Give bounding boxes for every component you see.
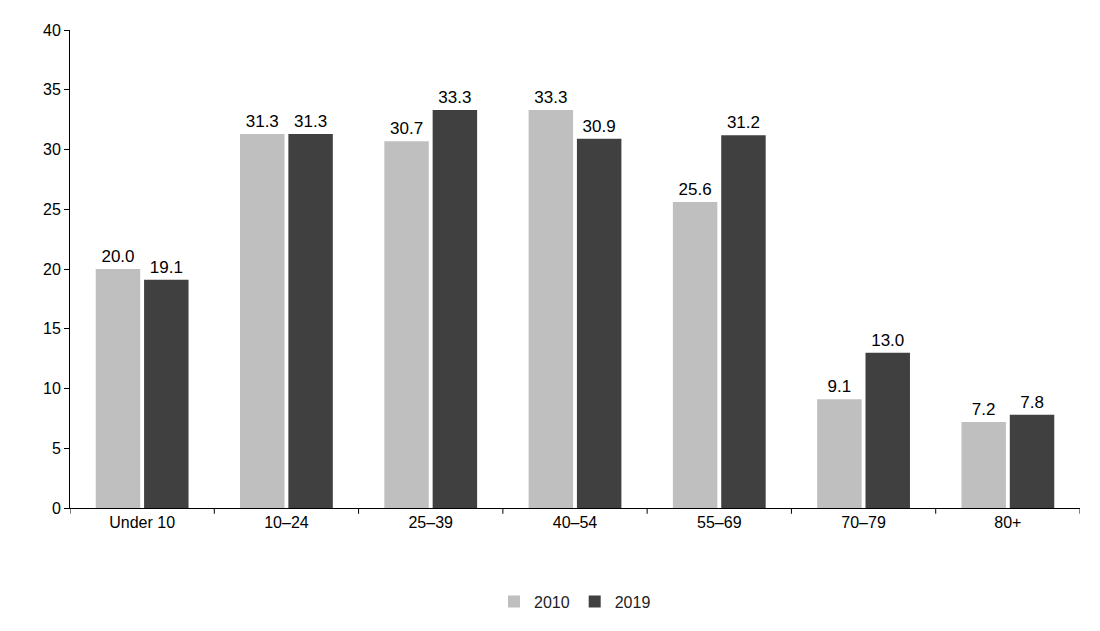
svg-text:25: 25 (43, 201, 61, 218)
svg-text:15: 15 (43, 320, 61, 337)
svg-text:31.3: 31.3 (294, 112, 327, 131)
svg-text:31.3: 31.3 (246, 112, 279, 131)
svg-text:10: 10 (43, 380, 61, 397)
svg-text:70–79: 70–79 (841, 514, 886, 531)
svg-text:9.1: 9.1 (828, 377, 852, 396)
svg-text:10–24: 10–24 (264, 514, 309, 531)
svg-text:5: 5 (52, 440, 61, 457)
svg-text:13.0: 13.0 (871, 331, 904, 350)
svg-text:Under 10: Under 10 (109, 514, 175, 531)
svg-text:0: 0 (52, 500, 61, 517)
svg-text:30: 30 (43, 141, 61, 158)
svg-text:55–69: 55–69 (697, 514, 742, 531)
svg-text:33.3: 33.3 (438, 88, 471, 107)
svg-text:30.7: 30.7 (390, 119, 423, 138)
svg-text:35: 35 (43, 81, 61, 98)
svg-text:25.6: 25.6 (679, 180, 712, 199)
svg-text:7.2: 7.2 (972, 400, 996, 419)
svg-text:20.0: 20.0 (101, 247, 134, 266)
svg-text:40–54: 40–54 (553, 514, 598, 531)
svg-text:2010: 2010 (534, 594, 570, 611)
svg-text:7.8: 7.8 (1020, 393, 1044, 412)
svg-text:2019: 2019 (615, 594, 651, 611)
svg-text:19.1: 19.1 (150, 258, 183, 277)
svg-text:40: 40 (43, 22, 61, 39)
svg-text:25–39: 25–39 (408, 514, 453, 531)
svg-text:33.3: 33.3 (534, 88, 567, 107)
svg-text:20: 20 (43, 261, 61, 278)
svg-text:31.2: 31.2 (727, 113, 760, 132)
svg-text:80+: 80+ (994, 514, 1021, 531)
svg-text:30.9: 30.9 (583, 117, 616, 136)
